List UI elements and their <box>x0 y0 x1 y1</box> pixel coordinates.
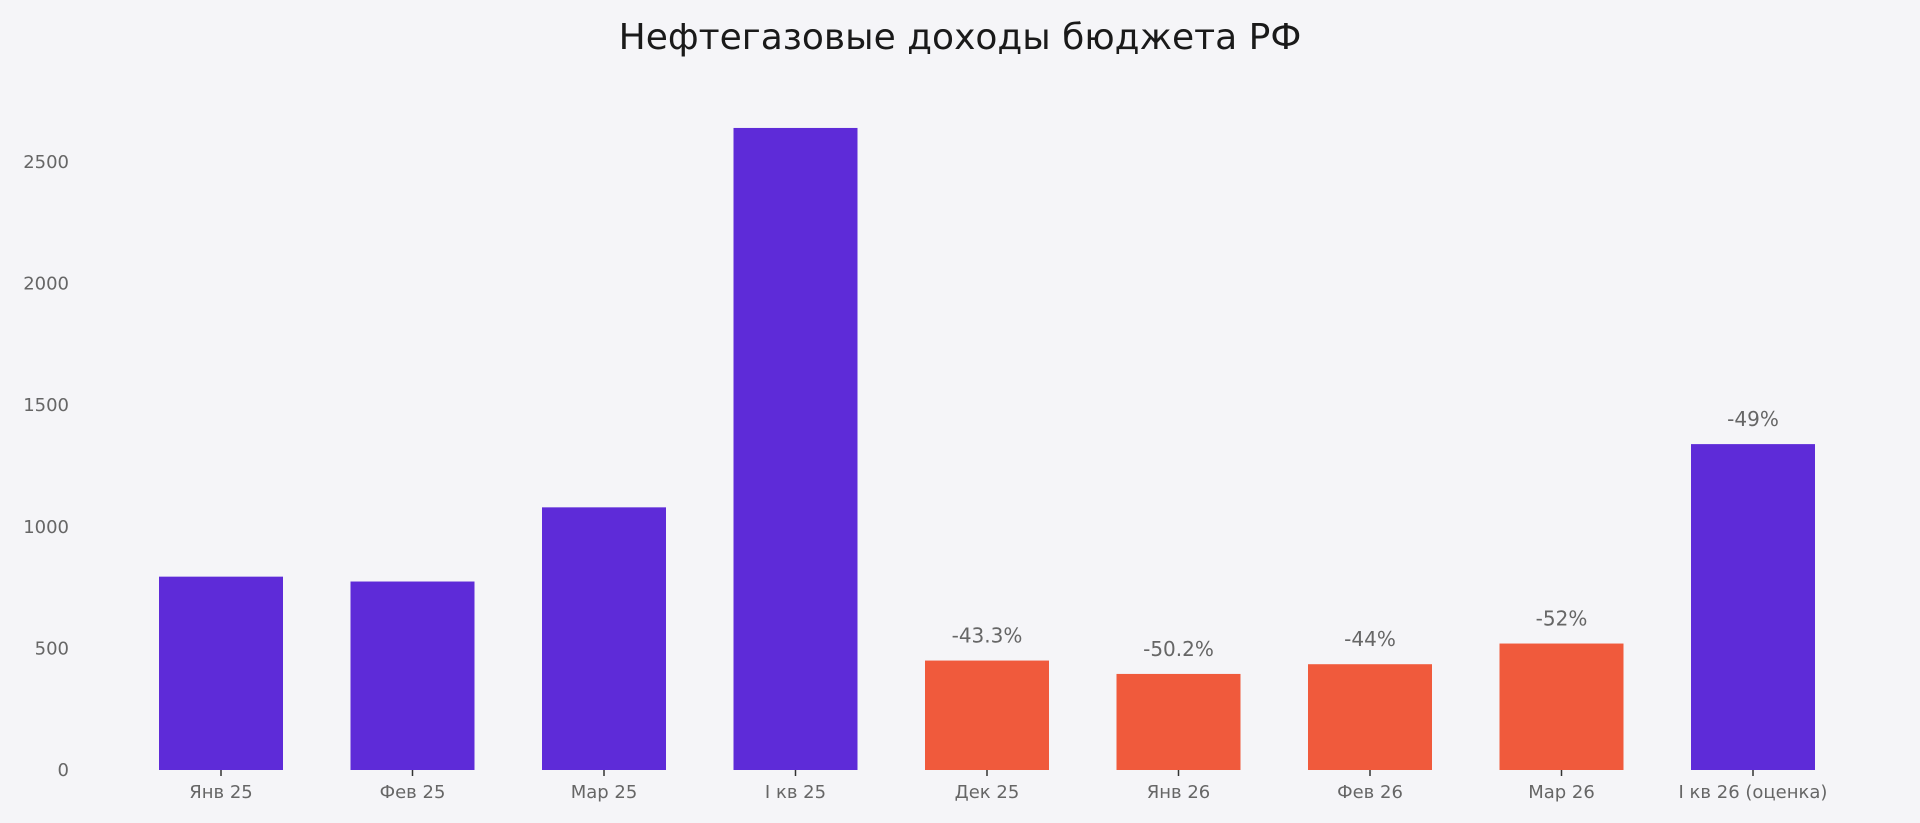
bar <box>542 507 666 770</box>
x-tick-label: Фев 26 <box>1337 782 1403 803</box>
x-tick-label: Янв 26 <box>1147 782 1211 803</box>
x-axis: Янв 25 Фев 25 Мар 25 I кв 25 Дек 25 Янв 26 Фев… <box>189 770 1827 803</box>
y-axis: 0 500 1000 1500 2000 2500 <box>23 152 69 781</box>
y-tick-label: 0 <box>58 760 69 781</box>
x-tick-label: Мар 25 <box>571 782 638 803</box>
y-tick-label: 500 <box>35 638 69 659</box>
bar <box>1308 664 1432 770</box>
data-label: -49% <box>1727 407 1779 431</box>
x-tick-label: Дек 25 <box>955 782 1020 803</box>
data-label: -50.2% <box>1143 637 1214 661</box>
bar <box>733 127 858 770</box>
data-label: -44% <box>1344 627 1396 651</box>
chart-title: Нефтегазовые доходы бюджета РФ <box>619 17 1302 58</box>
x-tick-label: I кв 25 <box>765 782 826 803</box>
x-tick-label: Фев 25 <box>380 782 446 803</box>
x-tick-label: Янв 25 <box>189 782 253 803</box>
bar <box>1499 643 1624 770</box>
bars <box>159 127 1815 770</box>
bar <box>1691 444 1815 770</box>
x-tick-label: I кв 26 (оценка) <box>1679 782 1828 803</box>
y-tick-label: 2500 <box>23 152 69 173</box>
y-tick-label: 1000 <box>23 517 69 538</box>
data-labels: -43.3% -50.2% -44% -52% -49% <box>952 407 1779 661</box>
bar <box>925 660 1049 770</box>
x-tick-label: Мар 26 <box>1528 782 1595 803</box>
bar <box>1116 673 1241 770</box>
data-label: -52% <box>1536 607 1588 631</box>
data-label: -43.3% <box>952 624 1023 648</box>
bar <box>350 581 475 770</box>
bar <box>159 576 283 770</box>
y-tick-label: 2000 <box>23 274 69 295</box>
y-tick-label: 1500 <box>23 395 69 416</box>
